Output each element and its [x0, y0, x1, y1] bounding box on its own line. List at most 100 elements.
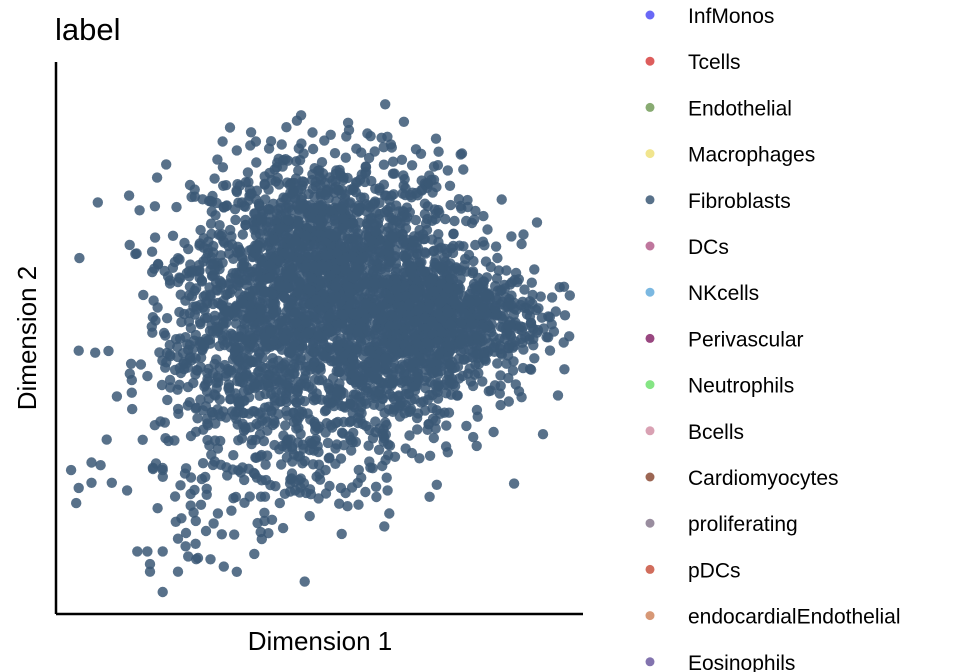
data-point: [432, 336, 443, 348]
data-point: [519, 284, 530, 295]
data-point: [427, 273, 438, 284]
data-point: [281, 122, 292, 133]
data-point: [205, 195, 216, 207]
data-point: [421, 224, 433, 236]
data-point: [323, 382, 334, 393]
data-point: [398, 170, 409, 181]
data-point: [558, 337, 569, 348]
data-point: [493, 265, 504, 276]
data-point: [298, 176, 309, 188]
data-point: [271, 213, 282, 225]
data-point: [289, 485, 301, 496]
data-point: [347, 185, 359, 196]
data-point: [307, 127, 318, 138]
data-point: [431, 479, 442, 490]
data-point: [202, 248, 214, 259]
data-point: [174, 379, 185, 390]
data-point: [439, 407, 450, 418]
data-point: [414, 453, 425, 464]
data-point: [280, 390, 292, 401]
data-point: [335, 482, 347, 494]
data-point: [211, 327, 222, 338]
data-point: [212, 154, 223, 165]
data-point: [444, 180, 456, 191]
data-point: [301, 310, 313, 321]
data-point: [499, 311, 510, 322]
data-point: [250, 222, 261, 233]
data-point: [345, 398, 356, 410]
legend-label: pDCs: [688, 559, 741, 582]
data-point: [554, 282, 565, 293]
data-point: [396, 154, 408, 165]
legend-item: Endothelial: [645, 97, 792, 120]
data-point: [496, 194, 507, 205]
data-point: [297, 439, 309, 450]
data-point: [313, 219, 324, 230]
data-point: [160, 433, 171, 444]
data-point: [564, 290, 575, 301]
data-point: [444, 359, 455, 371]
data-point: [270, 371, 281, 382]
data-point: [434, 297, 446, 308]
data-point: [440, 388, 452, 399]
data-point: [307, 143, 319, 155]
data-point: [173, 408, 184, 419]
data-point: [332, 340, 343, 351]
data-point: [205, 289, 216, 300]
data-point: [313, 330, 324, 341]
data-point: [338, 213, 349, 224]
data-point: [342, 117, 354, 128]
data-point: [189, 484, 200, 496]
data-point: [231, 279, 243, 291]
data-point: [488, 331, 499, 342]
data-point: [121, 485, 133, 496]
data-point: [285, 187, 296, 198]
data-point: [433, 229, 444, 240]
data-point: [159, 417, 170, 428]
data-point: [407, 325, 419, 336]
data-point: [230, 491, 242, 503]
data-point: [222, 470, 233, 481]
data-point: [398, 180, 409, 191]
data-point: [260, 459, 271, 470]
data-point: [293, 165, 304, 176]
data-point: [403, 300, 414, 311]
data-point: [192, 413, 203, 424]
data-point: [445, 273, 457, 284]
data-point: [130, 248, 141, 260]
data-point: [162, 394, 173, 406]
data-point: [149, 201, 161, 212]
data-point: [536, 312, 548, 323]
data-point: [432, 160, 444, 171]
data-point: [290, 307, 301, 318]
data-point: [353, 331, 365, 342]
data-point: [492, 252, 503, 264]
data-point: [412, 287, 423, 298]
data-point: [506, 231, 517, 242]
data-point: [421, 337, 433, 349]
data-point: [318, 288, 329, 300]
data-point: [254, 420, 265, 431]
data-point: [146, 246, 158, 257]
data-point: [310, 250, 321, 261]
data-point: [232, 393, 243, 404]
data-point: [501, 265, 512, 276]
data-point: [492, 358, 503, 369]
data-point: [444, 319, 456, 330]
data-point: [238, 386, 250, 397]
data-point: [359, 176, 371, 188]
data-point: [231, 185, 242, 196]
data-point: [508, 478, 520, 489]
data-point: [357, 418, 368, 430]
data-point: [256, 304, 268, 315]
data-point: [458, 164, 469, 175]
data-point: [507, 365, 519, 376]
data-point: [265, 248, 276, 259]
data-point: [269, 439, 280, 451]
data-point: [513, 323, 525, 335]
data-point: [228, 450, 239, 461]
legend-label: DCs: [688, 236, 729, 259]
data-point: [230, 214, 241, 226]
data-point: [183, 243, 194, 255]
data-point: [146, 321, 157, 332]
